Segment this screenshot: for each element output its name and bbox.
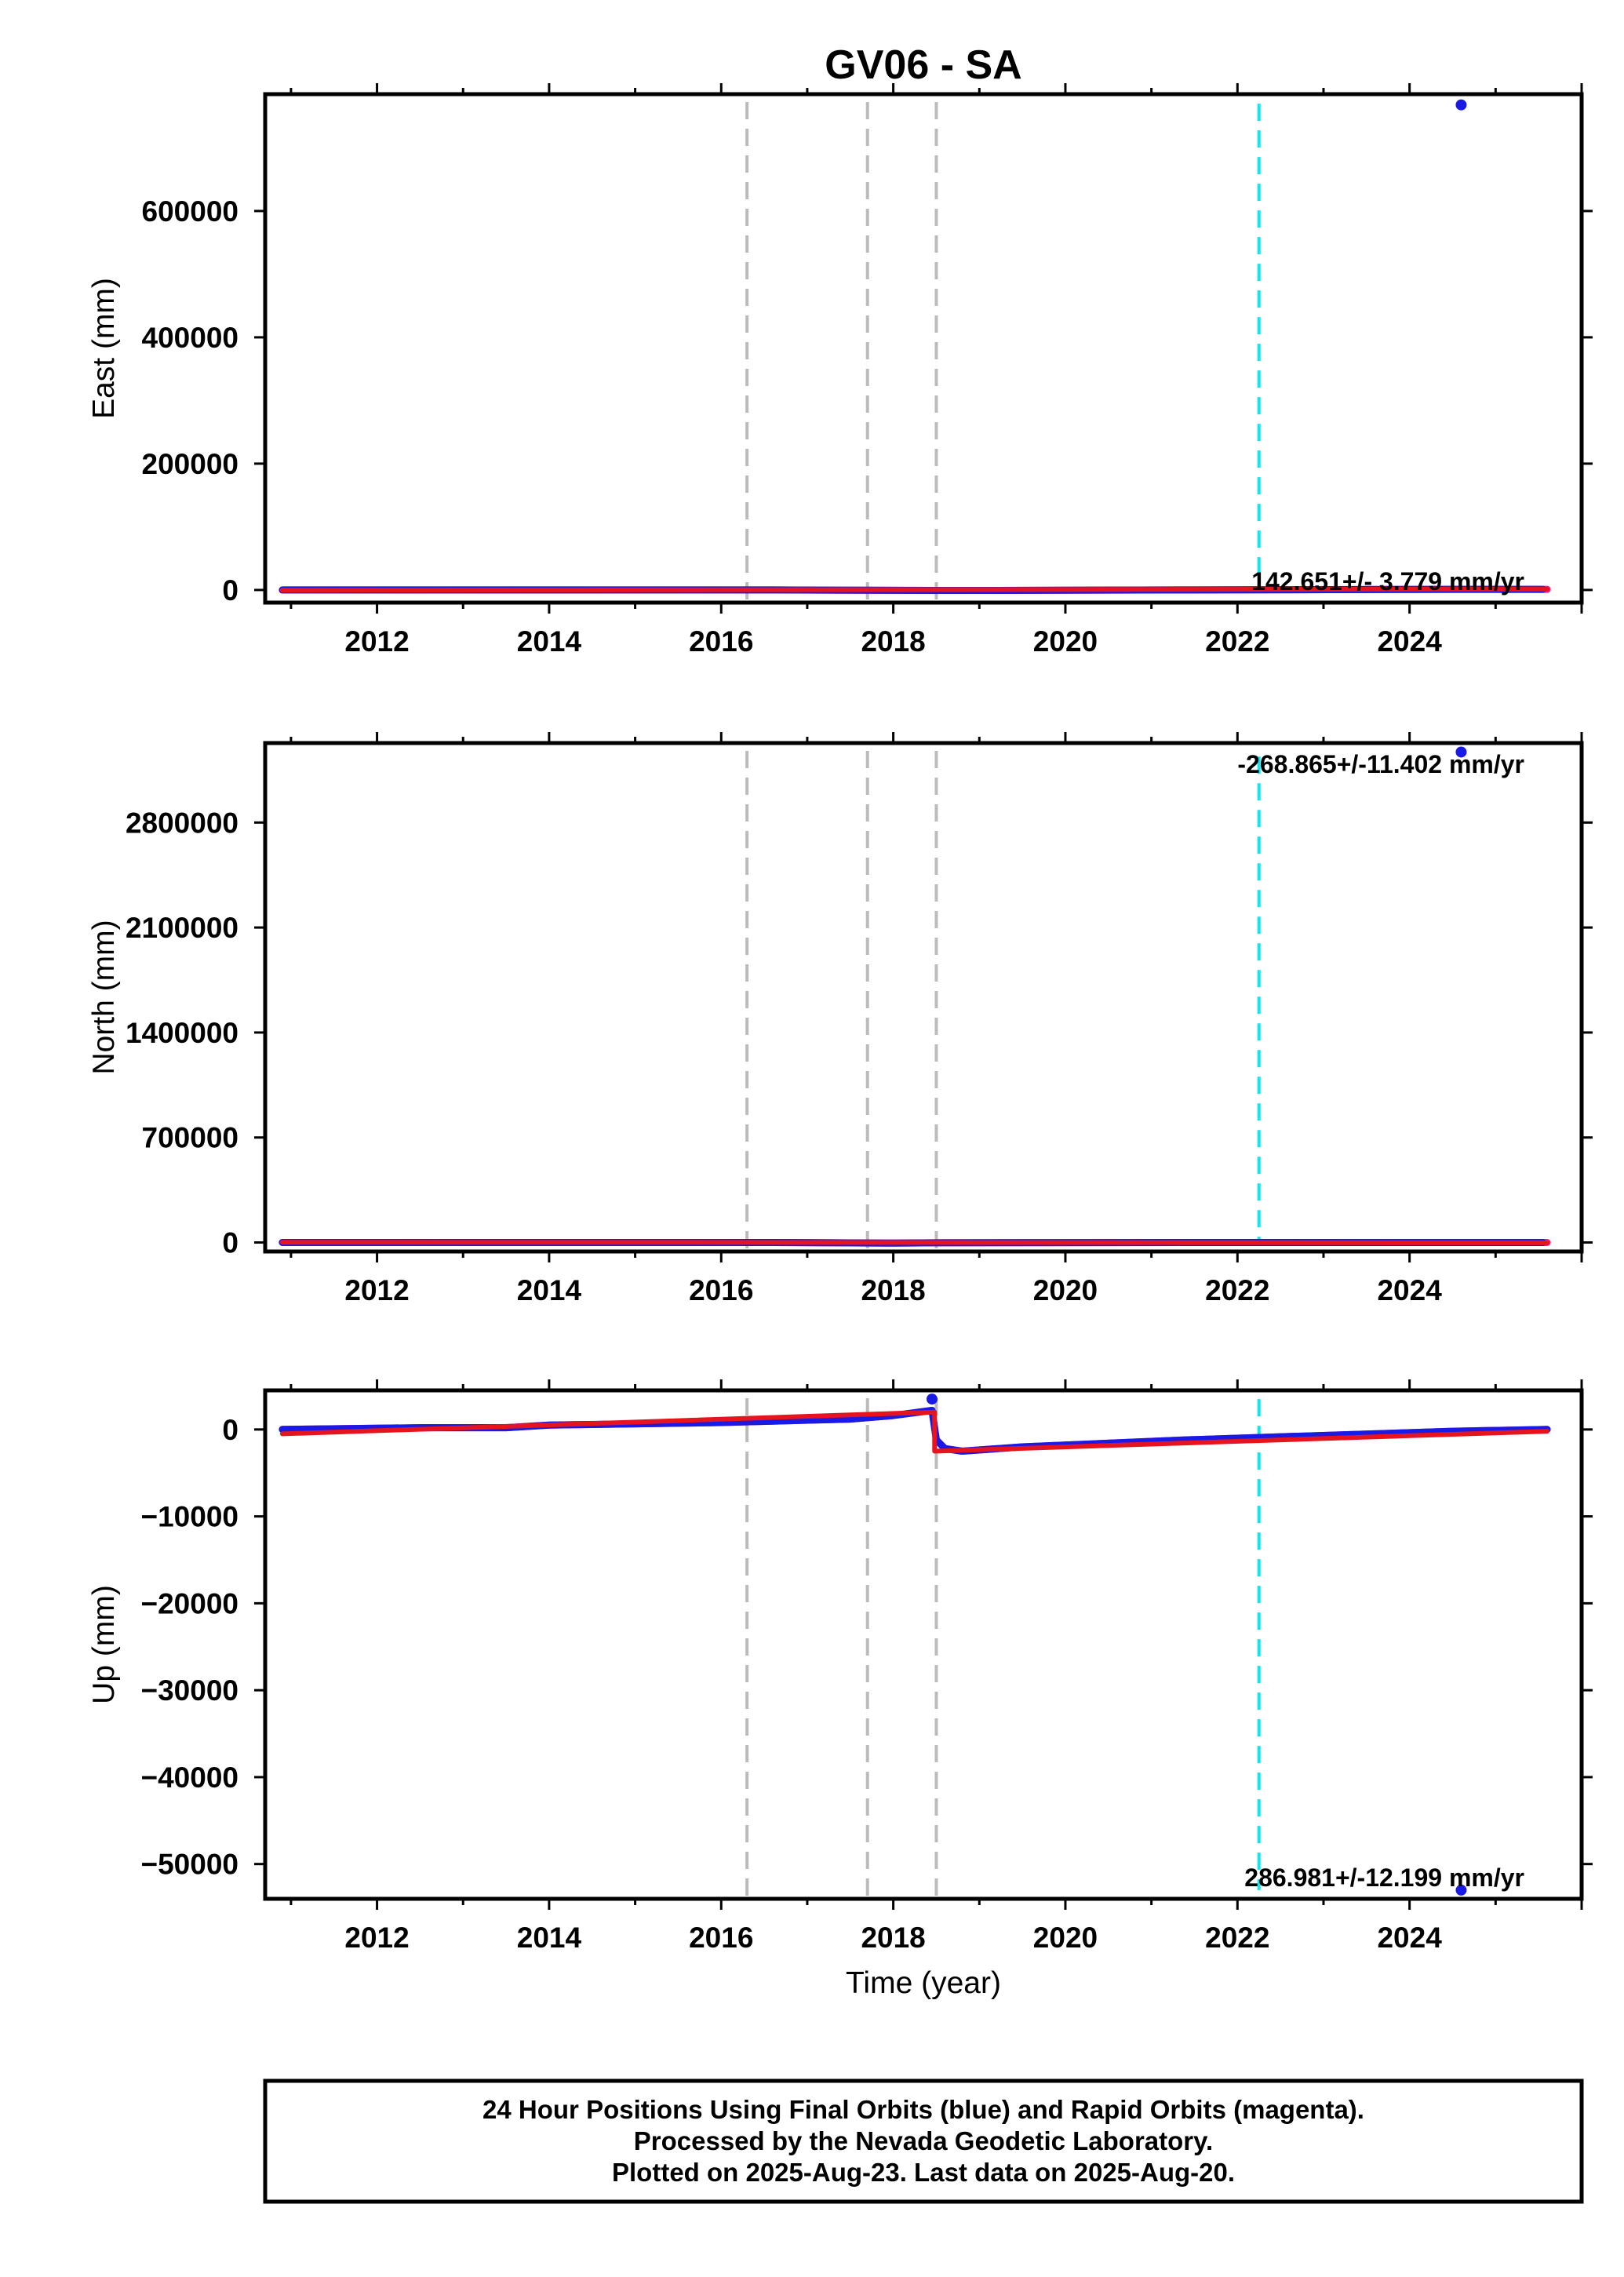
east-x-tick-label: 2018: [861, 625, 925, 658]
up-y-tick-label: −40000: [141, 1761, 239, 1794]
north-outlier-point-0: [1455, 746, 1467, 758]
east-x-tick-label: 2024: [1377, 625, 1442, 658]
north-y-tick-label: 2100000: [126, 912, 239, 944]
x-axis-title: Time (year): [846, 1966, 1001, 2000]
east-plot-frame: [263, 92, 1584, 605]
up-x-tick-label: 2012: [344, 1922, 409, 1954]
up-model-line: [279, 1409, 1550, 1454]
north-model-line: [279, 1240, 1550, 1245]
north-y-tick-label: 0: [222, 1227, 239, 1259]
up-x-tick-label: 2022: [1205, 1922, 1269, 1954]
north-panel: 2012 2014 2016 2018 2020 2022 2024 0 700000 14000…: [87, 732, 1593, 1306]
footer-box: 24 Hour Positions Using Final Orbits (bl…: [263, 2078, 1584, 2204]
up-plot-frame: [263, 1388, 1584, 1901]
east-x-tick-label: 2012: [344, 625, 409, 658]
east-y-tick-label: 200000: [142, 448, 239, 480]
up-x-tick-label: 2016: [689, 1922, 753, 1954]
north-rate-label: -268.865+/-11.402 mm/yr: [1237, 750, 1524, 778]
north-y-tick-label: 2800000: [126, 807, 239, 839]
east-y-tick-label: 400000: [142, 322, 239, 354]
east-x-tick-label: 2016: [689, 625, 753, 658]
north-x-tick-label: 2018: [861, 1274, 925, 1306]
up-final-series: [279, 1407, 1551, 1455]
up-outlier-point-1: [1455, 1884, 1467, 1896]
up-panel: 2012 2014 2016 2018 2020 2022 2024 0 −10000 −2000…: [87, 1379, 1593, 1954]
up-y-tick-label: −30000: [141, 1674, 239, 1707]
east-x-tick-label: 2022: [1205, 625, 1269, 658]
east-x-tick-label: 2014: [517, 625, 582, 658]
up-y-axis-title: Up (mm): [87, 1585, 121, 1704]
north-x-tick-label: 2022: [1205, 1274, 1269, 1306]
up-x-tick-label: 2014: [517, 1922, 582, 1954]
east-rate-label: 142.651+/- 3.779 mm/yr: [1251, 567, 1524, 596]
up-x-tick-label: 2018: [861, 1922, 925, 1954]
east-panel: 2012 2014 2016 2018 2020 2022 2024 0 200000 40000…: [87, 83, 1593, 658]
up-y-tick-label: −10000: [141, 1501, 239, 1533]
up-y-tick-label: −20000: [141, 1587, 239, 1619]
north-y-tick-label: 700000: [142, 1122, 239, 1154]
figure-title: GV06 - SA: [825, 42, 1021, 88]
north-y-axis-title: North (mm): [87, 920, 121, 1074]
north-x-tick-label: 2024: [1377, 1274, 1442, 1306]
footer-frame: [263, 2078, 1584, 2204]
up-x-tick-label: 2024: [1377, 1922, 1442, 1954]
north-x-tick-label: 2014: [517, 1274, 582, 1306]
east-y-tick-label: 0: [222, 574, 239, 607]
north-x-tick-label: 2016: [689, 1274, 753, 1306]
panels: 2012 2014 2016 2018 2020 2022 2024 0 200000 40000…: [87, 83, 1593, 1954]
north-x-tick-label: 2020: [1033, 1274, 1098, 1306]
east-y-tick-label: 600000: [142, 195, 239, 228]
north-x-tick-label: 2012: [344, 1274, 409, 1306]
east-model-line: [279, 586, 1550, 593]
north-y-tick-label: 1400000: [126, 1017, 239, 1049]
footer-line-2: Processed by the Nevada Geodetic Laborat…: [634, 2126, 1213, 2155]
north-plot-frame: [263, 741, 1584, 1254]
up-x-tick-label: 2020: [1033, 1922, 1098, 1954]
footer-line-1: 24 Hour Positions Using Final Orbits (bl…: [482, 2095, 1364, 2124]
footer-line-3: Plotted on 2025-Aug-23. Last data on 202…: [612, 2158, 1235, 2187]
east-x-tick-label: 2020: [1033, 625, 1098, 658]
east-y-axis-title: East (mm): [87, 278, 121, 419]
up-y-tick-label: 0: [222, 1414, 239, 1446]
up-rate-label: 286.981+/-12.199 mm/yr: [1244, 1863, 1524, 1892]
east-outlier-point-0: [1455, 99, 1467, 111]
up-y-tick-label: −50000: [141, 1849, 239, 1881]
up-outlier-point-0: [926, 1394, 938, 1405]
